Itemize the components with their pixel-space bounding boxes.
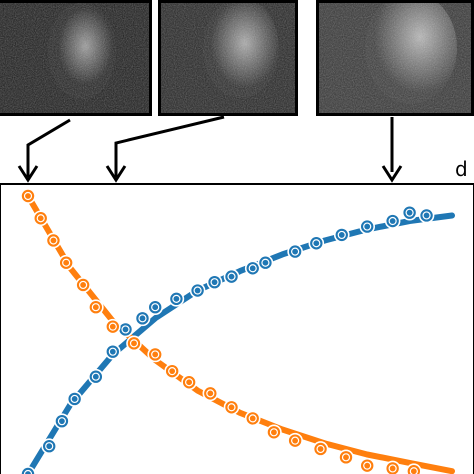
- data-point-series-2: [338, 449, 354, 466]
- data-point-series-1: [418, 207, 435, 224]
- data-point-series-1: [66, 391, 83, 407]
- data-point-series-1: [189, 282, 206, 299]
- data-point-series-2: [202, 385, 219, 402]
- data-point-series-2: [147, 346, 163, 363]
- data-point-series-2: [244, 410, 261, 427]
- data-point-series-1: [359, 218, 376, 235]
- connector-arrows: [17, 115, 403, 183]
- data-point-series-1: [105, 343, 121, 360]
- data-point-series-2: [359, 457, 376, 474]
- data-point-series-2: [266, 424, 282, 441]
- data-point-series-2: [58, 254, 74, 271]
- data-point-series-1: [54, 413, 70, 429]
- data-point-series-1: [257, 254, 274, 271]
- data-point-series-1: [134, 310, 151, 327]
- data-point-series-1: [308, 235, 325, 252]
- data-point-series-1: [206, 274, 223, 290]
- thumbnail-2: [158, 0, 298, 116]
- data-point-series-1: [384, 213, 401, 229]
- arrowhead-icon: [17, 165, 39, 183]
- arrowhead-icon: [381, 165, 403, 183]
- thumbnail-strip: [0, 0, 474, 120]
- data-point-series-1: [244, 260, 261, 277]
- data-point-series-2: [45, 232, 62, 249]
- fit-line-series-1: [25, 212, 455, 474]
- connector-line-1: [26, 118, 71, 177]
- connector-line-2: [114, 115, 225, 177]
- data-point-series-2: [126, 335, 142, 352]
- thumbnail-3: [316, 0, 474, 116]
- chart-frame: [0, 183, 474, 474]
- data-point-series-2: [20, 188, 36, 204]
- data-point-series-2: [312, 441, 329, 457]
- data-point-series-1: [401, 204, 418, 221]
- noisy-face-image-faint: [0, 3, 149, 113]
- data-point-series-2: [75, 277, 91, 293]
- noisy-face-image-medium: [161, 3, 295, 113]
- data-point-series-1: [223, 268, 240, 285]
- data-point-series-2: [181, 374, 197, 391]
- arrowhead-icon: [105, 165, 127, 183]
- data-point-series-1: [147, 299, 163, 316]
- panel-label: d: [455, 157, 468, 181]
- data-point-series-2: [287, 432, 303, 449]
- fit-line-series-2: [25, 193, 455, 474]
- data-point-series-2: [406, 463, 422, 474]
- data-point-series-2: [105, 318, 121, 335]
- data-point-series-1: [41, 438, 58, 455]
- data-point-series-1: [168, 291, 185, 307]
- data-point-series-1: [20, 466, 36, 474]
- data-point-series-2: [88, 299, 104, 316]
- data-point-series-2: [164, 363, 180, 379]
- data-point-series-1: [333, 227, 350, 243]
- data-point-series-1: [117, 321, 134, 338]
- data-point-series-1: [287, 243, 303, 260]
- plot-area: [20, 188, 455, 474]
- noisy-face-image-strong: [319, 3, 471, 113]
- data-point-series-1: [88, 368, 104, 385]
- data-point-series-2: [32, 210, 49, 227]
- data-point-series-2: [384, 460, 401, 474]
- thumbnail-1: [0, 0, 152, 116]
- data-point-series-2: [223, 399, 240, 416]
